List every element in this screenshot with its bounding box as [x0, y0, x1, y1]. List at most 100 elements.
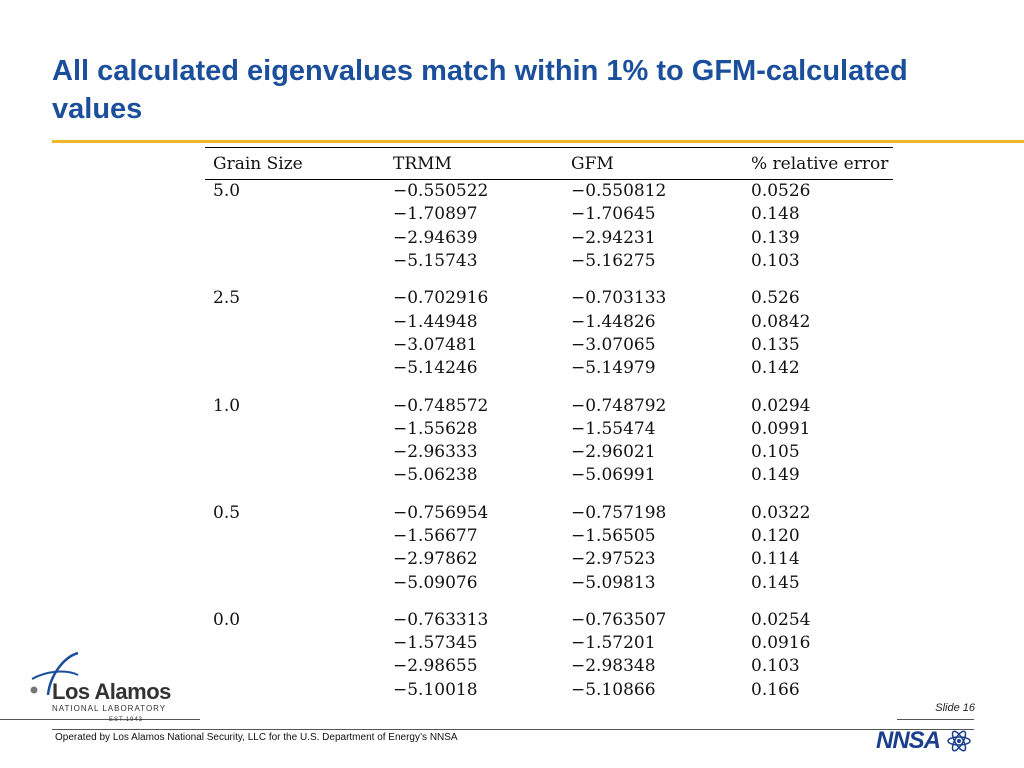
table-row: 0.0 −0.763313 −0.763507 0.0254: [205, 609, 893, 632]
cell-gfm: −0.763507: [571, 609, 667, 630]
cell-relative-error: 0.145: [751, 572, 800, 593]
cell-grain-size: [205, 334, 385, 357]
cell-relative-error: 0.135: [751, 334, 800, 355]
cell-grain-size: [205, 525, 385, 548]
table-row: −2.94639 −2.94231 0.139: [205, 227, 893, 250]
spacer-cell: [205, 595, 893, 609]
table-row: 2.5 −0.702916 −0.703133 0.526: [205, 287, 893, 310]
cell-gfm: −0.703133: [571, 288, 667, 309]
cell-grain-size: [205, 571, 385, 594]
cell-gfm: −0.550812: [571, 181, 667, 202]
cell-trmm: −2.96333: [393, 442, 478, 463]
table-row: 5.0 −0.550522 −0.550812 0.0526: [205, 180, 893, 204]
cell-trmm: −2.98655: [393, 656, 478, 677]
cell-relative-error: 0.139: [751, 227, 800, 248]
cell-grain-size: [205, 655, 385, 678]
cell-grain-size: [205, 464, 385, 487]
cell-trmm: −1.70897: [393, 204, 478, 225]
table-row: −5.09076 −5.09813 0.145: [205, 571, 893, 594]
table-row: −5.14246 −5.14979 0.142: [205, 357, 893, 380]
cell-relative-error: 0.0991: [751, 418, 811, 439]
cell-trmm: −0.756954: [393, 502, 489, 523]
slide-number: Slide 16: [935, 702, 975, 714]
footer-right-rule: [897, 719, 974, 720]
cell-relative-error: 0.105: [751, 442, 800, 463]
atom-swoosh-icon: [30, 651, 79, 696]
group-spacer: [205, 273, 893, 287]
cell-grain-size: 2.5: [213, 288, 241, 309]
cell-relative-error: 0.0526: [751, 181, 811, 202]
cell-grain-size: [205, 203, 385, 226]
footer-operated-by: Operated by Los Alamos National Security…: [55, 732, 458, 743]
cell-trmm: −5.14246: [393, 358, 478, 379]
title-accent-rule: [52, 140, 1024, 143]
cell-grain-size: 0.5: [213, 502, 241, 523]
cell-grain-size: [205, 679, 385, 702]
cell-trmm: −0.763313: [393, 609, 489, 630]
cell-gfm: −5.09813: [571, 572, 656, 593]
footer-left-rule: [0, 719, 200, 720]
cell-gfm: −2.97523: [571, 549, 656, 570]
table-row: −1.57345 −1.57201 0.0916: [205, 632, 893, 655]
cell-grain-size: 5.0: [213, 181, 241, 202]
header-relative-error: % relative error: [743, 147, 893, 180]
header-gfm: GFM: [563, 147, 743, 180]
cell-gfm: −2.94231: [571, 227, 656, 248]
cell-grain-size: [205, 418, 385, 441]
cell-relative-error: 0.0322: [751, 502, 811, 523]
cell-relative-error: 0.526: [751, 288, 800, 309]
cell-relative-error: 0.142: [751, 358, 800, 379]
cell-relative-error: 0.114: [751, 549, 800, 570]
slide-title: All calculated eigenvalues match within …: [52, 55, 908, 125]
cell-grain-size: [205, 441, 385, 464]
table-row: −2.98655 −2.98348 0.103: [205, 655, 893, 678]
cell-gfm: −0.757198: [571, 502, 667, 523]
table-row: −1.56677 −1.56505 0.120: [205, 525, 893, 548]
table-row: 0.5 −0.756954 −0.757198 0.0322: [205, 502, 893, 525]
cell-trmm: −1.55628: [393, 418, 478, 439]
table-row: −1.44948 −1.44826 0.0842: [205, 310, 893, 333]
cell-relative-error: 0.120: [751, 526, 800, 546]
group-spacer: [205, 595, 893, 609]
table-body: 5.0 −0.550522 −0.550812 0.0526 −1.70897 −1.70…: [205, 180, 893, 702]
logo-wordmark: Los Alamos: [52, 679, 171, 704]
cell-relative-error: 0.0294: [751, 395, 811, 416]
cell-gfm: −5.16275: [571, 251, 656, 272]
cell-gfm: −2.98348: [571, 656, 656, 677]
table-row: 1.0 −0.748572 −0.748792 0.0294: [205, 394, 893, 417]
cell-gfm: −1.57201: [571, 633, 656, 654]
footer-rule: [52, 729, 974, 730]
eigenvalue-table: Grain Size TRMM GFM % relative error 5.0…: [205, 147, 893, 702]
cell-trmm: −5.06238: [393, 465, 478, 486]
cell-gfm: −5.06991: [571, 465, 656, 486]
table-row: −5.15743 −5.16275 0.103: [205, 250, 893, 273]
table-row: −5.06238 −5.06991 0.149: [205, 464, 893, 487]
spacer-cell: [205, 273, 893, 287]
cell-relative-error: 0.166: [751, 679, 800, 700]
cell-gfm: −1.70645: [571, 204, 656, 225]
cell-trmm: −5.10018: [393, 679, 478, 700]
nnsa-logo: NNSA: [872, 727, 976, 755]
cell-gfm: −5.14979: [571, 358, 656, 379]
header-trmm: TRMM: [385, 147, 563, 180]
cell-trmm: −0.748572: [393, 395, 489, 416]
cell-grain-size: [205, 632, 385, 655]
cell-grain-size: [205, 250, 385, 273]
cell-trmm: −3.07481: [393, 334, 478, 355]
spacer-cell: [205, 488, 893, 502]
cell-trmm: −1.56677: [393, 526, 478, 546]
table-row: −3.07481 −3.07065 0.135: [205, 334, 893, 357]
cell-grain-size: 1.0: [213, 395, 241, 416]
cell-trmm: −1.57345: [393, 633, 478, 654]
cell-trmm: −2.94639: [393, 227, 478, 248]
cell-trmm: −0.550522: [393, 181, 489, 202]
cell-relative-error: 0.0916: [751, 633, 811, 654]
cell-gfm: −3.07065: [571, 334, 656, 355]
table-row: −1.55628 −1.55474 0.0991: [205, 418, 893, 441]
cell-trmm: −5.09076: [393, 572, 478, 593]
cell-trmm: −2.97862: [393, 549, 478, 570]
cell-gfm: −1.55474: [571, 418, 656, 439]
cell-trmm: −0.702916: [393, 288, 489, 309]
logo-established: EST.1943: [108, 717, 144, 723]
table-row: −2.96333 −2.96021 0.105: [205, 441, 893, 464]
